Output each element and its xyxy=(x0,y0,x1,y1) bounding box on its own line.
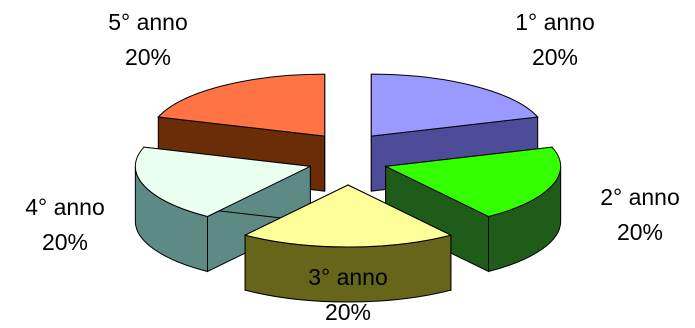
pie-slice-2-top xyxy=(383,146,562,218)
slice-percent-label-1: 20% xyxy=(532,44,578,70)
pie-slice-4-top xyxy=(134,146,313,218)
slice-percent-label-2: 20% xyxy=(617,219,663,245)
pie-slice-1-top xyxy=(370,73,539,137)
pie-slice-2 xyxy=(383,146,562,273)
slice-percent-label-4: 20% xyxy=(42,229,88,255)
slice-percent-label-5: 20% xyxy=(125,44,171,70)
slice-category-label-3: 3° anno xyxy=(308,264,388,290)
slice-category-label-2: 2° anno xyxy=(600,184,680,210)
pie-slice-3-top xyxy=(243,184,453,248)
pie-slice-3 xyxy=(243,184,453,303)
pie-slice-5-top xyxy=(157,73,326,137)
slice-category-label-5: 5° anno xyxy=(108,9,188,35)
slice-percent-label-3: 20% xyxy=(325,299,371,325)
slice-category-label-1: 1° anno xyxy=(515,9,595,35)
slice-category-label-4: 4° anno xyxy=(25,194,105,220)
